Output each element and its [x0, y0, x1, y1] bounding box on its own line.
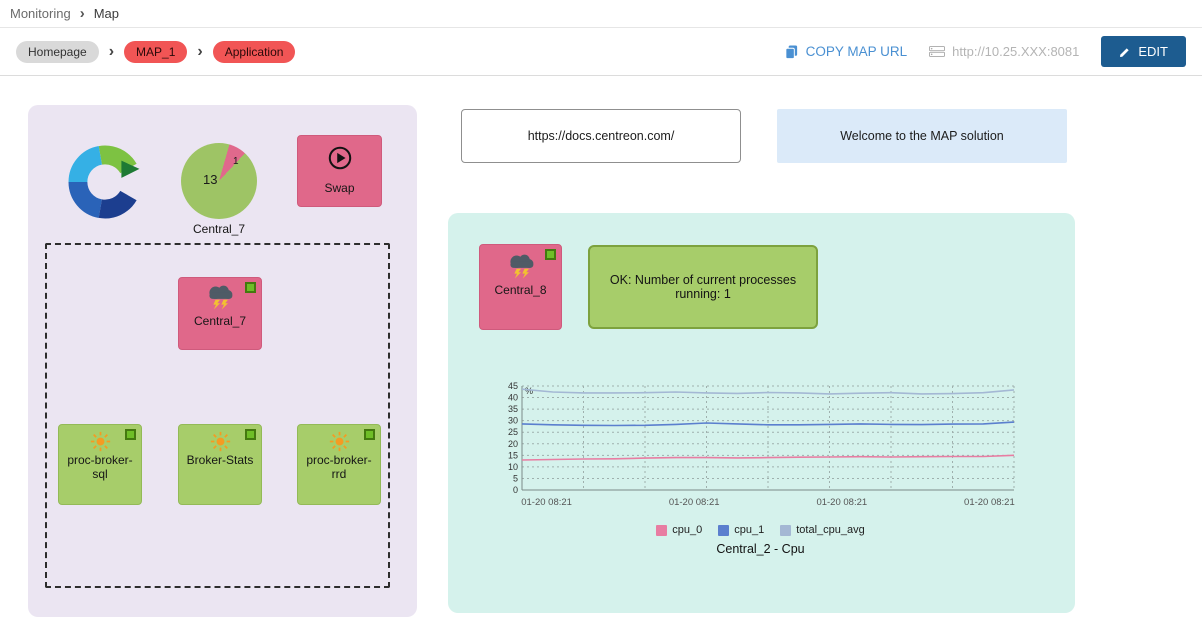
- svg-text:10: 10: [508, 462, 518, 472]
- copy-map-url-label: COPY MAP URL: [805, 44, 908, 59]
- server-url-text: http://10.25.XXX:8081: [952, 44, 1080, 59]
- copy-icon: [785, 44, 797, 59]
- status-output-box[interactable]: OK: Number of current processes running:…: [588, 245, 818, 329]
- storm-cloud-icon: [509, 254, 533, 279]
- pie-label: Central_7: [192, 222, 246, 236]
- chevron-right-icon: ›: [108, 42, 115, 60]
- welcome-banner: Welcome to the MAP solution: [777, 109, 1067, 163]
- map-breadcrumb: Homepage › MAP_1 › Application: [16, 40, 296, 63]
- status-ok-indicator: [245, 429, 256, 440]
- node-pie-central7[interactable]: 13 1 Central_7: [181, 143, 257, 236]
- node-label: Broker-Stats: [186, 453, 254, 467]
- svg-text:01-20 08:21: 01-20 08:21: [816, 497, 867, 508]
- group-zone: [45, 243, 390, 588]
- svg-text:20: 20: [508, 439, 518, 449]
- storm-cloud-icon: [209, 285, 233, 310]
- centreon-logo: [68, 145, 140, 219]
- pie-chart: 13 1: [181, 143, 257, 219]
- node-label: Central_7: [193, 314, 247, 328]
- svg-text:40: 40: [508, 393, 518, 403]
- chevron-right-icon: ›: [79, 5, 85, 22]
- left-group-panel: 13 1 Central_7 Swap: [28, 105, 417, 617]
- legend-item: cpu_0: [656, 524, 702, 536]
- svg-text:01-20 08:21: 01-20 08:21: [964, 497, 1015, 508]
- toolbar-actions: COPY MAP URL http://10.25.XXX:8081 EDIT: [784, 36, 1186, 67]
- right-group-panel: Central_8 OK: Number of current processe…: [448, 213, 1075, 613]
- cpu-chart-widget[interactable]: 0 5 10 15 20 25 30 35 40 45 01-20 08:21 01-20 08:21…: [488, 378, 1033, 556]
- sun-icon: [329, 431, 349, 452]
- chevron-right-icon: ›: [197, 42, 203, 60]
- docs-link-text: https://docs.centreon.com/: [527, 129, 675, 143]
- crumb-map1[interactable]: MAP_1: [124, 40, 188, 63]
- svg-text:0: 0: [513, 485, 518, 495]
- sun-icon: [210, 431, 230, 452]
- svg-text:5: 5: [513, 473, 518, 483]
- server-icon: [929, 46, 946, 57]
- map-toolbar: Homepage › MAP_1 › Application COPY MAP …: [0, 27, 1202, 76]
- status-ok-indicator: [364, 429, 375, 440]
- sun-icon: [90, 431, 110, 452]
- node-label: Central_8: [494, 283, 547, 297]
- svg-text:35: 35: [508, 404, 518, 414]
- node-central8[interactable]: Central_8: [479, 244, 562, 330]
- node-label: Swap: [324, 181, 355, 196]
- edit-button[interactable]: EDIT: [1101, 36, 1186, 67]
- svg-text:15: 15: [508, 450, 518, 460]
- svg-text:%: %: [525, 386, 533, 396]
- pie-value-main: 13: [203, 172, 218, 187]
- chart-legend: cpu_0 cpu_1 total_cpu_avg: [488, 524, 1033, 536]
- copy-map-url-button[interactable]: COPY MAP URL: [784, 44, 908, 60]
- node-swap[interactable]: Swap: [297, 135, 382, 207]
- svg-text:25: 25: [508, 427, 518, 437]
- node-broker-stats[interactable]: Broker-Stats: [178, 424, 262, 505]
- legend-item: total_cpu_avg: [780, 524, 865, 536]
- status-ok-indicator: [245, 282, 256, 293]
- pencil-icon: [1120, 47, 1130, 57]
- crumb-application[interactable]: Application: [212, 40, 296, 63]
- play-icon: [328, 146, 351, 170]
- status-ok-indicator: [125, 429, 136, 440]
- chart-title: Central_2 - Cpu: [716, 542, 805, 556]
- server-url: http://10.25.XXX:8081: [929, 44, 1079, 59]
- docs-link[interactable]: https://docs.centreon.com/: [461, 109, 741, 163]
- node-central7[interactable]: Central_7: [178, 277, 262, 350]
- svg-text:01-20 08:21: 01-20 08:21: [521, 497, 572, 508]
- svg-text:45: 45: [508, 381, 518, 391]
- node-label: proc-broker-sql: [67, 453, 133, 481]
- status-output-text: OK: Number of current processes running:…: [609, 273, 797, 301]
- pie-value-slice: 1: [233, 156, 239, 167]
- svg-text:30: 30: [508, 416, 518, 426]
- status-ok-indicator: [545, 249, 556, 260]
- node-proc-broker-sql[interactable]: proc-broker-sql: [58, 424, 142, 505]
- map-canvas: 13 1 Central_7 Swap: [0, 76, 1202, 625]
- node-proc-broker-rrd[interactable]: proc-broker-rrd: [297, 424, 381, 505]
- node-label: proc-broker-rrd: [306, 453, 372, 481]
- crumb-homepage[interactable]: Homepage: [16, 40, 99, 63]
- breadcrumb-monitoring[interactable]: Monitoring: [10, 6, 71, 21]
- svg-text:01-20 08:21: 01-20 08:21: [669, 497, 720, 508]
- legend-item: cpu_1: [718, 524, 764, 536]
- edit-button-label: EDIT: [1138, 44, 1168, 59]
- top-breadcrumb: Monitoring › Map: [0, 0, 1202, 27]
- breadcrumb-map[interactable]: Map: [93, 6, 119, 21]
- welcome-text: Welcome to the MAP solution: [840, 129, 1004, 143]
